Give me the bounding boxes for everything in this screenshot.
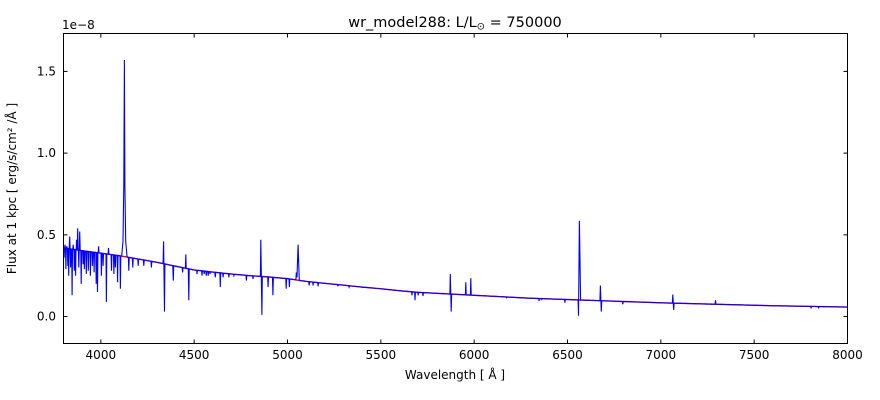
x-tick-label: 7500 bbox=[739, 348, 770, 362]
y-tick-label: 1.0 bbox=[37, 146, 56, 160]
x-tick-label: 8000 bbox=[832, 348, 863, 362]
x-tick-label: 5000 bbox=[272, 348, 303, 362]
x-tick-label: 4000 bbox=[86, 348, 117, 362]
x-tick-label: 6000 bbox=[459, 348, 490, 362]
sun-symbol: ⊙ bbox=[477, 22, 485, 33]
y-tick-label: 1.5 bbox=[37, 64, 56, 78]
spectrum-line bbox=[63, 59, 848, 316]
y-tick-label: 0.0 bbox=[37, 310, 56, 324]
plot-title-value: = 750000 bbox=[485, 15, 562, 31]
x-axis-label: Wavelength [ Å ] bbox=[405, 367, 505, 382]
y-tick-label: 0.5 bbox=[37, 228, 56, 242]
x-tick-label: 7000 bbox=[646, 348, 677, 362]
ticks-layer bbox=[63, 33, 848, 344]
axes-frame bbox=[63, 33, 848, 344]
x-tick-label: 4500 bbox=[179, 348, 210, 362]
y-axis-offset-text: 1e−8 bbox=[62, 18, 95, 32]
y-axis-label: Flux at 1 kpc [ erg/s/cm² /Å ] bbox=[4, 103, 19, 274]
x-tick-label: 6500 bbox=[552, 348, 583, 362]
tick-labels-layer: 4000 4500 5000 5500 6000 6500 7000 7500 8000 0.0 0… bbox=[37, 64, 863, 362]
plot-title: wr_model288: L/L⊙ = 750000 bbox=[348, 15, 562, 33]
plot-title-main: wr_model288: L/L bbox=[348, 15, 476, 31]
x-tick-label: 5500 bbox=[366, 348, 397, 362]
axes-background bbox=[63, 33, 848, 344]
series-layer bbox=[63, 59, 848, 316]
